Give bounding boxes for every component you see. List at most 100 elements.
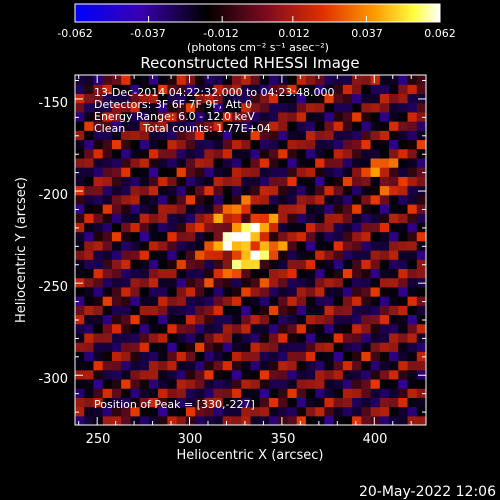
heatmap-cell <box>361 397 372 408</box>
heatmap-cell <box>232 84 242 95</box>
heatmap-cell <box>148 286 159 297</box>
heatmap-cell <box>268 369 279 380</box>
heatmap-cell <box>121 121 132 131</box>
heatmap-cell <box>296 203 307 214</box>
heatmap-cell <box>305 148 316 159</box>
heatmap-cell <box>278 415 289 425</box>
heatmap-cell <box>250 259 261 270</box>
heatmap-cell <box>379 296 390 306</box>
heatmap-cell <box>121 268 132 279</box>
heatmap-cell <box>222 213 233 223</box>
heatmap-cell <box>195 121 205 131</box>
heatmap-cell <box>250 314 261 325</box>
heatmap-cell <box>232 213 242 223</box>
heatmap-cell <box>139 213 150 223</box>
heatmap-cell <box>333 277 344 288</box>
heatmap-cell <box>93 111 104 122</box>
heatmap-cell <box>342 222 353 233</box>
heatmap-cell <box>305 323 316 334</box>
heatmap-cell <box>102 213 113 223</box>
heatmap-cell <box>352 250 362 260</box>
heatmap-cell <box>250 323 261 334</box>
heatmap-cell <box>305 185 316 196</box>
heatmap-cell <box>333 415 344 425</box>
heatmap-cell <box>204 406 215 417</box>
heatmap-cell <box>139 111 150 122</box>
heatmap-cell <box>84 305 95 316</box>
heatmap-cell <box>259 369 270 380</box>
heatmap-cell <box>259 314 270 325</box>
heatmap-cell <box>296 139 307 150</box>
heatmap-cell <box>84 157 95 168</box>
heatmap-cell <box>148 406 159 417</box>
heatmap-cell <box>379 259 390 270</box>
heatmap-cell <box>333 157 344 168</box>
heatmap-cell <box>379 268 390 279</box>
heatmap-cell <box>185 194 196 205</box>
heatmap-cell <box>241 157 252 168</box>
heatmap-cell <box>315 259 325 270</box>
heatmap-cell <box>398 332 409 343</box>
heatmap-cell <box>158 84 168 95</box>
heatmap-cell <box>407 139 418 150</box>
heatmap-cell <box>185 84 196 95</box>
heatmap-cell <box>379 360 390 371</box>
heatmap-cell <box>287 203 298 214</box>
heatmap-cell <box>407 185 418 196</box>
heatmap-cell <box>250 102 261 113</box>
heatmap-cell <box>305 277 316 288</box>
heatmap-cell <box>93 286 104 297</box>
heatmap-cell <box>121 388 132 398</box>
heatmap-cell <box>370 296 381 306</box>
heatmap-cell <box>352 185 362 196</box>
heatmap-cell <box>278 406 289 417</box>
heatmap-cell <box>407 286 418 297</box>
heatmap-cell <box>84 351 95 362</box>
heatmap-cell <box>232 231 242 242</box>
heatmap-cell <box>121 332 132 343</box>
heatmap-cell <box>342 130 353 141</box>
heatmap-cell <box>416 369 426 380</box>
heatmap-cell <box>278 203 289 214</box>
heatmap-cell <box>398 406 409 417</box>
heatmap-cell <box>167 351 178 362</box>
heatmap-cell <box>232 194 242 205</box>
heatmap-cell <box>148 121 159 131</box>
heatmap-cell <box>222 240 233 251</box>
heatmap-cell <box>93 351 104 362</box>
heatmap-cell <box>185 130 196 141</box>
heatmap-cell <box>407 314 418 325</box>
heatmap-cell <box>130 323 141 334</box>
heatmap-cell <box>389 75 399 85</box>
heatmap-cell <box>398 415 409 425</box>
heatmap-cell <box>259 360 270 371</box>
heatmap-cell <box>93 388 104 398</box>
heatmap-cell <box>398 286 409 297</box>
heatmap-cell <box>84 378 95 389</box>
heatmap-cell <box>305 296 316 306</box>
heatmap-cell <box>296 157 307 168</box>
heatmap-cell <box>305 194 316 205</box>
heatmap-cell <box>352 231 362 242</box>
heatmap-cell <box>370 332 381 343</box>
heatmap-cell <box>232 139 242 150</box>
heatmap-cell <box>111 176 122 187</box>
heatmap-cell <box>416 388 426 398</box>
heatmap-cell <box>352 176 362 187</box>
heatmap-cell <box>278 296 289 306</box>
heatmap-cell <box>204 84 215 95</box>
heatmap-cell <box>250 277 261 288</box>
heatmap-cell <box>268 194 279 205</box>
heatmap-cell <box>84 194 95 205</box>
heatmap-cell <box>241 296 252 306</box>
heatmap-cell <box>315 277 325 288</box>
heatmap-cell <box>342 406 353 417</box>
heatmap-cell <box>342 314 353 325</box>
heatmap-cell <box>232 369 242 380</box>
heatmap-cell <box>398 121 409 131</box>
heatmap-cell <box>185 314 196 325</box>
heatmap-cell <box>287 194 298 205</box>
heatmap-cell <box>222 268 233 279</box>
heatmap-cell <box>111 93 122 104</box>
heatmap-cell <box>315 351 325 362</box>
